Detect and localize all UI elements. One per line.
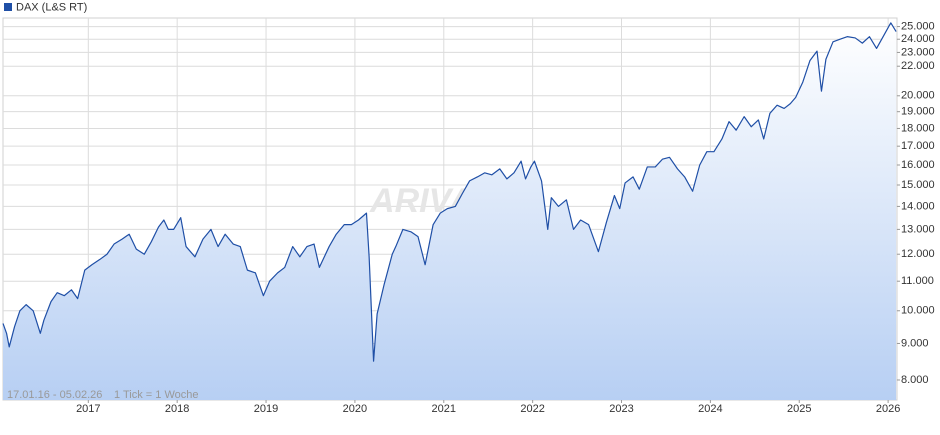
tick-note: 1 Tick = 1 Woche (114, 389, 198, 401)
y-tick-label: 17.000 (901, 140, 935, 152)
x-tick-label: 2020 (343, 403, 367, 415)
marks (2, 22, 897, 401)
date-range: 17.01.16 - 05.02.26 (7, 389, 102, 401)
y-tick-label: 9.000 (901, 337, 929, 349)
y-tick-label: 16.000 (901, 159, 935, 171)
x-tick-label: 2021 (432, 403, 456, 415)
line (2, 22, 897, 362)
y-tick-label: 11.000 (901, 275, 934, 287)
y-tick-label: 15.000 (901, 179, 935, 191)
y-tick-label: 23.000 (901, 46, 935, 58)
legend-swatch (4, 3, 12, 11)
x-tick-label: 2023 (609, 403, 633, 415)
y-tick-label: 19.000 (901, 106, 935, 118)
y-tick-label: 14.000 (901, 200, 935, 212)
y-tick-label: 13.000 (901, 223, 935, 235)
y-tick-label: 12.000 (901, 248, 935, 260)
x-tick-label: 2026 (876, 403, 900, 415)
y-tick-label: 18.000 (901, 122, 935, 134)
y-tick-label: 20.000 (901, 90, 935, 102)
x-tick-label: 2018 (165, 403, 189, 415)
y-tick-label: 8.000 (901, 374, 929, 386)
y-tick-label: 25.000 (901, 20, 935, 32)
area (3, 22, 897, 401)
legend-label: DAX (L&S RT) (16, 1, 87, 13)
y-tick-label: 24.000 (901, 33, 935, 45)
y-tick-label: 10.000 (901, 305, 935, 317)
x-tick-label: 2019 (254, 403, 278, 415)
x-tick-label: 2024 (698, 403, 722, 415)
y-tick-label: 22.000 (901, 60, 935, 72)
x-tick-label: 2025 (787, 403, 811, 415)
x-tick-label: 2017 (76, 403, 100, 415)
x-tick-label: 2022 (520, 403, 544, 415)
